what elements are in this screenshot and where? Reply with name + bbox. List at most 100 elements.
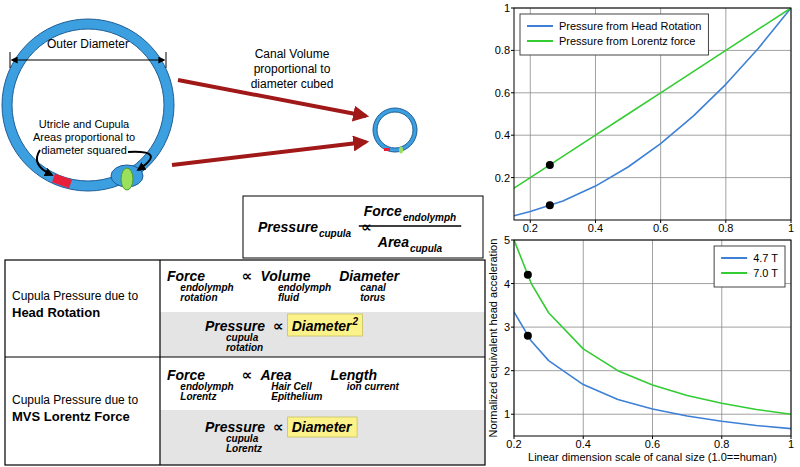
plot-frame: [514, 240, 791, 436]
tick-label: 0.4: [576, 438, 591, 450]
row-band: [160, 410, 485, 465]
tick-label: 2: [504, 365, 510, 377]
table-frame: [5, 260, 485, 465]
legend: 4.7 T7.0 T: [714, 246, 785, 287]
term: Pressure: [258, 219, 318, 235]
tick-label: 0.4: [588, 222, 603, 234]
grid-line: [514, 370, 791, 371]
series-line: [514, 8, 791, 188]
formula-box: [243, 196, 483, 258]
series-line: [514, 312, 791, 429]
legend-box: [714, 246, 785, 287]
diameter-end: [10, 52, 11, 68]
area-note: Areas proportional to: [33, 131, 135, 143]
subscript: rotation: [180, 292, 217, 303]
scale-arrow: [172, 142, 366, 165]
diameter-end: [166, 52, 167, 68]
row-label: Cupula Pressure due to: [12, 393, 138, 407]
tick-label: 1: [504, 408, 510, 420]
volume-note: Canal Volume: [255, 47, 330, 61]
formula: Pressurecupula∝ForceendolymphAreacupula: [243, 196, 483, 258]
grid-line: [514, 327, 791, 328]
legend-swatch: [721, 272, 747, 274]
area-note: Utricle and Cupula: [39, 118, 130, 130]
legend-label: Pressure from Lorentz force: [559, 35, 695, 47]
term: Force: [364, 203, 402, 219]
subscript: rotation: [226, 342, 263, 353]
tick-label: 0.4: [495, 129, 510, 141]
subscript: Lorentz: [226, 443, 262, 454]
denominator: Areacupula: [377, 234, 443, 254]
small-hair-cell: [384, 148, 390, 151]
grid-line: [514, 414, 791, 415]
grid-line: [652, 240, 653, 436]
diameter-arrow: [12, 59, 164, 60]
tick-label: 0.6: [645, 438, 660, 450]
legend-swatch: [527, 40, 553, 42]
plot-frame: [514, 8, 791, 220]
tick-label: 0.6: [495, 87, 510, 99]
term: Diameter: [292, 318, 353, 334]
legend-swatch: [721, 257, 747, 259]
tick-label: 0.6: [653, 222, 668, 234]
tick-label: 0.8: [714, 438, 729, 450]
highlight: [288, 417, 357, 437]
subscript: endolymph: [403, 212, 456, 223]
volume-note: proportional to: [254, 62, 331, 76]
tick-label: 4: [504, 278, 510, 290]
grid-line: [514, 135, 791, 136]
legend: Pressure from Head Rotation Pressure from…: [520, 14, 708, 55]
grid-line: [514, 177, 791, 178]
tick-label: 1: [788, 438, 794, 450]
subscript: ion current: [347, 381, 400, 392]
series-line: [514, 240, 791, 414]
data: [514, 8, 791, 216]
subscript: Epithelium: [271, 391, 322, 402]
tick-label: 0.2: [523, 222, 538, 234]
plot-area: [514, 8, 791, 220]
rhs-term: AreaHair CellEpithelium: [259, 367, 322, 402]
superscript: 2: [352, 316, 359, 327]
legend-label: Pressure from Head Rotation: [559, 20, 701, 32]
small-lumen: [377, 112, 413, 148]
chart: 0.20.40.60.810.20.40.60.81Pressure from …: [495, 2, 794, 234]
row-label-emphasis: MVS Lorentz Force: [12, 409, 130, 424]
axis-title: Linear dimension scale of canal size (1.…: [528, 451, 777, 463]
series-line: [514, 8, 791, 216]
legend-box: [520, 14, 708, 55]
grid-line: [583, 240, 584, 436]
point: [546, 161, 554, 169]
legend-label: 7.0 T: [753, 267, 778, 279]
numerator: Forceendolymph: [364, 203, 456, 223]
rhs-term: Lengthion current: [330, 367, 399, 392]
relation: ∝: [242, 267, 253, 284]
table-divider: [159, 260, 160, 465]
table-divider: [5, 356, 485, 357]
outer-diameter-label: Outer Diameter: [47, 37, 129, 51]
hair-cell-area: [52, 174, 72, 188]
point: [546, 201, 554, 209]
relation: ∝: [242, 366, 253, 383]
highlight: [288, 314, 363, 336]
canal-diagram: Outer Diameter Utricle and CupulaAreas pr…: [2, 19, 417, 191]
small-ring: [373, 108, 417, 152]
row-label-emphasis: Head Rotation: [12, 305, 100, 320]
grid-line: [725, 8, 726, 220]
small-cupula: [399, 147, 403, 154]
data: [514, 240, 791, 429]
relation: ∝: [273, 418, 284, 435]
volume-note: diameter cubed: [251, 77, 334, 91]
chart: 0.20.40.60.8112345Linear dimension scale…: [487, 234, 794, 463]
rhs-term: Diameter: [288, 417, 357, 437]
area-note: diameter squared: [41, 144, 127, 156]
point: [524, 271, 532, 279]
subscript: Lorentz: [180, 391, 216, 402]
tick-label: 1: [504, 2, 510, 14]
canal-lumen: [12, 29, 164, 181]
subscript: fluid: [278, 292, 300, 303]
tick-label: 5: [504, 234, 510, 246]
row-band: [160, 312, 485, 357]
term: Area: [377, 234, 409, 250]
row-label: Cupula Pressure due to: [12, 289, 138, 303]
rhs-term: Volumeendolymphfluid: [260, 268, 331, 303]
